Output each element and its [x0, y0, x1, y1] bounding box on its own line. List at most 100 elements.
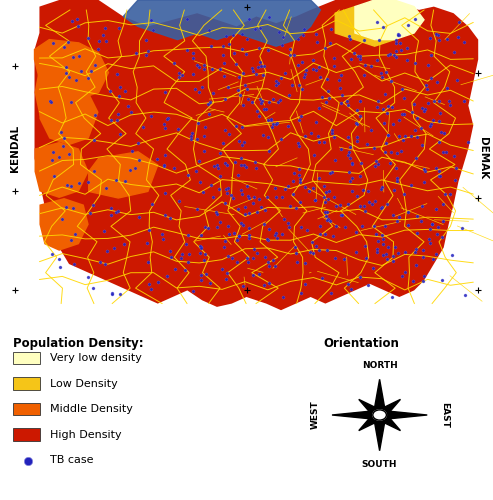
- Polygon shape: [335, 6, 404, 46]
- Point: [221, 238, 229, 246]
- Point: [124, 102, 132, 110]
- Point: [323, 76, 331, 84]
- Point: [71, 230, 79, 238]
- Point: [127, 108, 135, 116]
- Point: [452, 164, 459, 172]
- Point: [373, 104, 381, 112]
- Point: [361, 62, 369, 70]
- Point: [395, 132, 403, 140]
- Point: [384, 243, 392, 251]
- Point: [395, 32, 403, 40]
- Point: [392, 39, 400, 47]
- Point: [176, 197, 183, 205]
- Point: [264, 236, 272, 244]
- Point: [318, 93, 326, 101]
- Point: [364, 186, 372, 194]
- Point: [316, 138, 323, 146]
- Point: [108, 288, 116, 296]
- Point: [246, 232, 253, 239]
- Point: [295, 171, 303, 179]
- Point: [63, 63, 70, 71]
- Point: [201, 250, 209, 258]
- Point: [421, 167, 428, 175]
- Point: [198, 82, 206, 90]
- Point: [213, 223, 221, 231]
- Point: [370, 222, 378, 230]
- Point: [391, 243, 399, 251]
- Point: [245, 192, 252, 200]
- Point: [241, 138, 248, 146]
- Point: [249, 244, 257, 252]
- Point: [364, 281, 372, 289]
- Point: [296, 178, 304, 186]
- Point: [356, 202, 364, 209]
- Point: [332, 202, 340, 210]
- Point: [404, 208, 412, 216]
- Point: [329, 232, 337, 240]
- Point: [387, 77, 395, 85]
- Point: [244, 96, 252, 104]
- Point: [58, 214, 66, 222]
- Point: [296, 198, 304, 206]
- Point: [114, 208, 122, 216]
- Point: [419, 246, 427, 254]
- Point: [328, 130, 336, 138]
- Point: [454, 33, 462, 41]
- Point: [135, 156, 142, 164]
- Point: [243, 84, 250, 92]
- Point: [320, 182, 328, 190]
- Point: [106, 87, 114, 95]
- Point: [197, 271, 205, 279]
- Point: [171, 264, 179, 272]
- Point: [159, 234, 167, 242]
- Point: [48, 156, 56, 164]
- Point: [244, 258, 251, 266]
- Point: [311, 196, 319, 204]
- Polygon shape: [355, 0, 424, 40]
- Point: [189, 287, 197, 295]
- Point: [435, 172, 443, 180]
- Point: [357, 159, 365, 167]
- Point: [60, 42, 68, 50]
- Point: [256, 95, 264, 103]
- Bar: [13, 428, 39, 440]
- Polygon shape: [332, 410, 380, 420]
- Point: [309, 56, 317, 64]
- Point: [235, 232, 243, 240]
- Point: [46, 98, 54, 106]
- Point: [428, 220, 436, 228]
- Point: [411, 248, 419, 256]
- Point: [326, 39, 334, 47]
- Point: [136, 213, 143, 221]
- Point: [379, 24, 387, 32]
- Point: [289, 177, 297, 185]
- Point: [205, 26, 213, 34]
- Point: [315, 132, 322, 140]
- Point: [237, 218, 245, 226]
- Point: [270, 256, 278, 264]
- Point: [393, 216, 401, 224]
- Point: [328, 168, 336, 175]
- Point: [219, 138, 227, 146]
- Point: [204, 224, 212, 232]
- Point: [374, 56, 382, 64]
- Point: [256, 58, 264, 66]
- Point: [239, 222, 247, 230]
- Point: [353, 106, 361, 114]
- Point: [195, 88, 203, 96]
- Point: [404, 21, 412, 29]
- Point: [346, 142, 354, 150]
- Polygon shape: [380, 410, 427, 420]
- Point: [251, 70, 259, 78]
- Point: [356, 97, 364, 105]
- Point: [320, 208, 328, 216]
- Polygon shape: [35, 60, 89, 132]
- Point: [458, 224, 466, 232]
- Point: [240, 162, 248, 170]
- Point: [360, 36, 368, 44]
- Point: [154, 278, 162, 285]
- Point: [295, 142, 303, 150]
- Point: [419, 277, 427, 285]
- Point: [234, 171, 242, 179]
- Point: [223, 161, 231, 169]
